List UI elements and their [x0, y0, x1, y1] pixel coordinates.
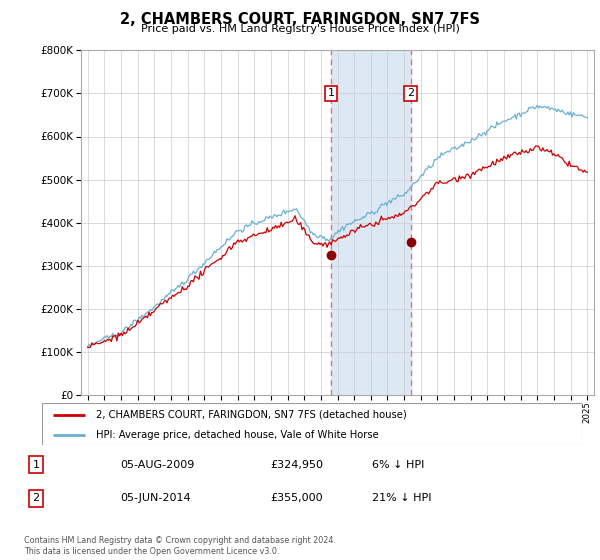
Text: 2: 2	[407, 88, 415, 99]
Text: 2, CHAMBERS COURT, FARINGDON, SN7 7FS: 2, CHAMBERS COURT, FARINGDON, SN7 7FS	[120, 12, 480, 27]
Text: £324,950: £324,950	[270, 460, 323, 470]
Bar	[331, 50, 411, 395]
Text: 2, CHAMBERS COURT, FARINGDON, SN7 7FS (detached house): 2, CHAMBERS COURT, FARINGDON, SN7 7FS (d…	[96, 409, 407, 419]
Text: Price paid vs. HM Land Registry's House Price Index (HPI): Price paid vs. HM Land Registry's House …	[140, 24, 460, 34]
Text: £355,000: £355,000	[270, 493, 323, 503]
Text: 2: 2	[32, 493, 40, 503]
Text: 1: 1	[328, 88, 334, 99]
FancyBboxPatch shape	[42, 403, 582, 445]
Text: 05-AUG-2009: 05-AUG-2009	[120, 460, 194, 470]
Text: HPI: Average price, detached house, Vale of White Horse: HPI: Average price, detached house, Vale…	[96, 430, 379, 440]
Text: Contains HM Land Registry data © Crown copyright and database right 2024.
This d: Contains HM Land Registry data © Crown c…	[24, 536, 336, 556]
Text: 21% ↓ HPI: 21% ↓ HPI	[372, 493, 431, 503]
Text: 05-JUN-2014: 05-JUN-2014	[120, 493, 191, 503]
Text: 1: 1	[32, 460, 40, 470]
Text: 6% ↓ HPI: 6% ↓ HPI	[372, 460, 424, 470]
